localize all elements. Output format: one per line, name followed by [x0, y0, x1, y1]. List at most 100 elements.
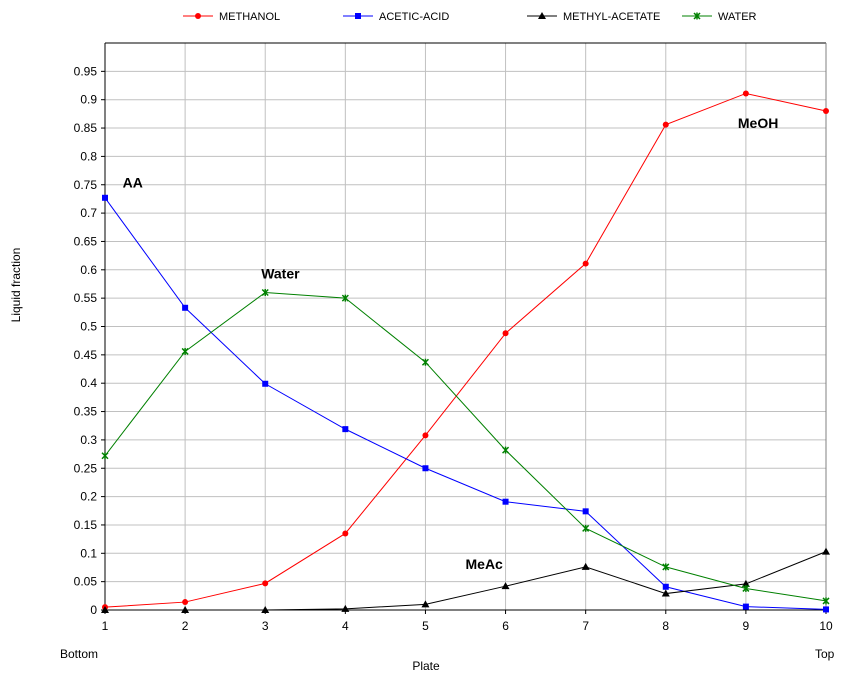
- data-point-acetic-acid: [662, 583, 669, 590]
- y-tick-label: 0.8: [80, 149, 97, 163]
- y-tick-label: 0.6: [80, 263, 97, 277]
- annotations: AA Water MeAc MeOH: [123, 115, 779, 572]
- x-tick-label: 3: [262, 619, 269, 633]
- series-line-acetic-acid: [104, 197, 827, 610]
- data-point-acetic-acid: [342, 426, 349, 433]
- y-axis-ticks: 0 0.05 0.1 0.15 0.2 0.25 0.3 0.35 0.4 0.45 0.5 0.55…: [74, 64, 105, 617]
- data-point-acetic-acid: [422, 465, 429, 472]
- y-tick-label: 0.9: [80, 93, 97, 107]
- legend-marker: [693, 12, 701, 20]
- data-point-water: [421, 358, 429, 366]
- x-axis-label: Plate: [412, 659, 440, 673]
- legend-item-methyl-acetate: METHYL-ACETATE: [527, 11, 660, 23]
- data-point-methanol: [422, 432, 429, 439]
- y-tick-label: 0.3: [80, 433, 97, 447]
- annotation-meoh: MeOH: [738, 115, 778, 131]
- data-point-methyl-acetate: [261, 606, 270, 613]
- data-point-water: [341, 294, 349, 302]
- y-axis-label: Liquid fraction: [9, 248, 23, 323]
- y-tick-label: 0: [90, 603, 97, 617]
- data-point-acetic-acid: [582, 508, 589, 515]
- legend-marker: [355, 13, 361, 19]
- legend-label: METHYL-ACETATE: [563, 11, 660, 23]
- series-group: [101, 90, 830, 613]
- data-point-methanol: [662, 121, 669, 128]
- y-tick-label: 0.4: [80, 376, 97, 390]
- data-point-methanol: [742, 90, 749, 97]
- data-point-methyl-acetate: [101, 606, 109, 613]
- series-line-water: [104, 291, 827, 602]
- grid: [105, 43, 827, 610]
- data-point-methyl-acetate: [501, 582, 510, 590]
- x-axis-end-label-bottom: Bottom: [60, 647, 98, 661]
- data-point-methyl-acetate: [661, 589, 670, 597]
- data-point-water: [662, 563, 670, 571]
- data-point-water: [742, 584, 750, 592]
- x-tick-label: 5: [422, 619, 429, 633]
- data-point-acetic-acid: [262, 380, 269, 387]
- x-axis-end-label-top: Top: [815, 647, 835, 661]
- x-tick-label: 2: [182, 619, 189, 633]
- x-axis-ticks: 1 2 3 4 5 6 7 8 9 10: [102, 610, 833, 633]
- data-point-water: [822, 597, 830, 605]
- legend: METHANOL ACETIC-ACID METHYL-ACETATE WATER: [183, 11, 757, 23]
- data-point-acetic-acid: [102, 194, 108, 201]
- data-point-water: [101, 452, 109, 460]
- data-point-methyl-acetate: [421, 600, 430, 608]
- data-point-acetic-acid: [182, 304, 189, 311]
- data-point-methyl-acetate: [341, 604, 350, 612]
- data-point-water: [261, 288, 269, 297]
- x-tick-label: 1: [102, 619, 109, 633]
- y-tick-label: 0.05: [74, 575, 98, 589]
- annotation-meac: MeAc: [466, 556, 504, 572]
- data-point-water: [582, 524, 590, 532]
- data-point-methanol: [262, 580, 269, 587]
- data-point-methanol: [182, 599, 189, 606]
- annotation-water: Water: [261, 265, 300, 281]
- data-point-methyl-acetate: [581, 562, 590, 570]
- data-point-methyl-acetate: [181, 606, 190, 613]
- data-point-methanol: [582, 260, 589, 267]
- data-point-acetic-acid: [742, 603, 749, 610]
- legend-item-methanol: METHANOL: [183, 11, 280, 23]
- data-point-methanol: [502, 330, 509, 337]
- y-tick-label: 0.55: [74, 291, 98, 305]
- data-point-methanol: [342, 530, 349, 537]
- x-tick-label: 4: [342, 619, 349, 633]
- y-tick-label: 0.25: [74, 461, 98, 475]
- y-tick-label: 0.35: [74, 405, 98, 419]
- y-tick-label: 0.75: [74, 178, 98, 192]
- x-tick-label: 9: [743, 619, 750, 633]
- y-tick-label: 0.95: [74, 64, 98, 78]
- legend-item-water: WATER: [682, 11, 757, 23]
- x-tick-label: 10: [819, 619, 833, 633]
- data-point-water: [181, 347, 189, 355]
- y-tick-label: 0.85: [74, 121, 98, 135]
- x-tick-label: 7: [582, 619, 589, 633]
- legend-marker: [195, 13, 201, 19]
- data-point-methanol: [823, 108, 829, 115]
- legend-label: ACETIC-ACID: [379, 11, 449, 23]
- data-point-methyl-acetate: [822, 547, 830, 555]
- y-tick-label: 0.1: [80, 546, 97, 560]
- y-tick-label: 0.15: [74, 518, 98, 532]
- annotation-aa: AA: [123, 175, 143, 191]
- series-line-methyl-acetate: [105, 551, 827, 611]
- legend-label: WATER: [718, 11, 757, 23]
- legend-item-acetic-acid: ACETIC-ACID: [343, 11, 449, 23]
- data-point-water: [502, 446, 510, 454]
- y-tick-label: 0.45: [74, 348, 98, 362]
- data-point-acetic-acid: [823, 606, 829, 613]
- y-tick-label: 0.65: [74, 234, 98, 248]
- legend-marker: [538, 12, 546, 19]
- y-tick-label: 0.7: [80, 206, 97, 220]
- y-tick-label: 0.2: [80, 490, 97, 504]
- x-tick-label: 8: [662, 619, 669, 633]
- series-line-methanol: [104, 92, 827, 608]
- data-point-methyl-acetate: [741, 579, 750, 587]
- data-point-acetic-acid: [502, 498, 509, 505]
- legend-label: METHANOL: [219, 11, 280, 23]
- x-tick-label: 6: [502, 619, 509, 633]
- y-tick-label: 0.5: [80, 320, 97, 334]
